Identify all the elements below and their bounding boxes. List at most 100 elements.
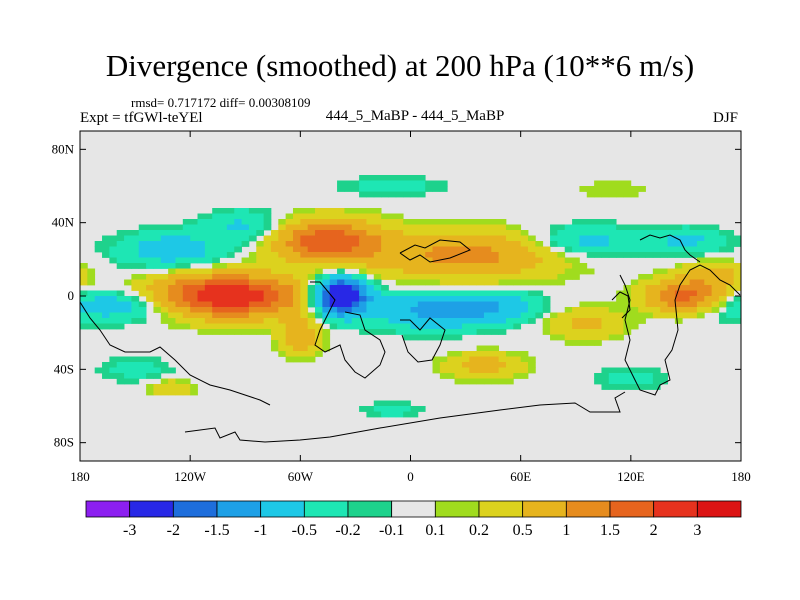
field-cell — [315, 351, 323, 357]
field-cell — [381, 296, 389, 302]
field-cell — [469, 307, 477, 313]
field-cell — [292, 340, 301, 346]
field-cell — [550, 224, 558, 231]
field-cell — [572, 334, 580, 341]
field-cell — [403, 175, 411, 181]
field-cell — [461, 356, 470, 363]
field-cell — [153, 263, 162, 269]
field-cell — [278, 257, 287, 264]
field-cell — [425, 323, 433, 330]
field-cell — [337, 186, 345, 192]
field-cell — [432, 235, 441, 242]
field-cell — [337, 318, 345, 324]
field-cell — [182, 318, 191, 324]
field-cell — [535, 263, 544, 269]
field-cell — [513, 241, 522, 247]
field-cell — [329, 230, 338, 236]
field-cell — [131, 362, 140, 368]
field-cell — [124, 362, 132, 368]
field-cell — [307, 268, 316, 275]
field-cell — [660, 279, 668, 286]
field-cell — [608, 378, 617, 385]
field-cell — [175, 290, 184, 297]
field-cell — [212, 274, 220, 280]
field-cell — [102, 307, 110, 313]
field-cell — [645, 252, 654, 258]
field-cell — [579, 224, 588, 231]
field-cell — [315, 230, 323, 236]
field-cell — [616, 367, 624, 374]
field-cell — [674, 301, 683, 308]
field-cell — [373, 301, 382, 308]
field-cell — [645, 230, 654, 236]
field-cell — [439, 373, 448, 379]
field-cell — [454, 334, 463, 341]
field-cell — [256, 279, 265, 286]
field-cell — [307, 263, 316, 269]
field-cell — [711, 224, 720, 231]
field-cell — [300, 351, 309, 357]
field-cell — [652, 252, 661, 258]
field-cell — [616, 323, 624, 330]
field-cell — [469, 230, 477, 236]
field-cell — [292, 296, 301, 302]
field-cell — [263, 263, 272, 269]
field-cell — [594, 246, 602, 253]
field-cell — [322, 213, 331, 220]
field-cell — [212, 219, 220, 225]
field-cell — [483, 296, 492, 302]
field-cell — [359, 191, 367, 198]
field-cell — [168, 224, 176, 231]
field-cell — [476, 263, 485, 269]
field-cell — [248, 323, 257, 330]
field-cell — [417, 296, 426, 302]
field-cell — [292, 274, 301, 280]
field-cell — [329, 213, 338, 220]
field-cell — [315, 268, 323, 275]
divergence-field — [80, 131, 741, 461]
field-cell — [381, 235, 389, 242]
field-cell — [197, 323, 206, 330]
field-cell — [278, 285, 287, 291]
field-cell — [616, 296, 624, 302]
field-cell — [351, 285, 360, 291]
field-cell — [542, 329, 551, 335]
field-cell — [586, 301, 595, 308]
field-cell — [168, 268, 176, 275]
field-cell — [483, 362, 492, 368]
experiment-label: Expt = tfGWl-teYEl — [80, 110, 203, 126]
field-cell — [718, 257, 727, 264]
field-cell — [682, 274, 690, 280]
field-cell — [461, 296, 470, 302]
field-cell — [241, 296, 250, 302]
field-cell — [109, 307, 118, 313]
field-cell — [520, 351, 529, 357]
field-cell — [204, 224, 213, 231]
field-cell — [498, 263, 507, 269]
field-cell — [351, 213, 360, 220]
field-cell — [248, 235, 257, 242]
field-cell — [190, 279, 198, 286]
field-cell — [476, 252, 485, 258]
field-cell — [652, 274, 661, 280]
field-cell — [616, 329, 624, 335]
field-cell — [138, 362, 147, 368]
field-cell — [248, 318, 257, 324]
field-cell — [278, 340, 287, 346]
field-cell — [197, 268, 206, 275]
field-cell — [87, 290, 96, 297]
field-cell — [234, 241, 242, 247]
field-cell — [197, 213, 206, 220]
field-cell — [116, 356, 125, 363]
field-cell — [410, 334, 419, 341]
field-cell — [226, 235, 235, 242]
field-cell — [212, 301, 220, 308]
field-cell — [652, 373, 661, 379]
field-cell — [726, 279, 735, 286]
field-cell — [586, 224, 595, 231]
field-cell — [469, 296, 477, 302]
field-cell — [476, 345, 485, 352]
field-cell — [395, 400, 404, 407]
field-cell — [131, 235, 140, 242]
field-cell — [638, 318, 646, 324]
